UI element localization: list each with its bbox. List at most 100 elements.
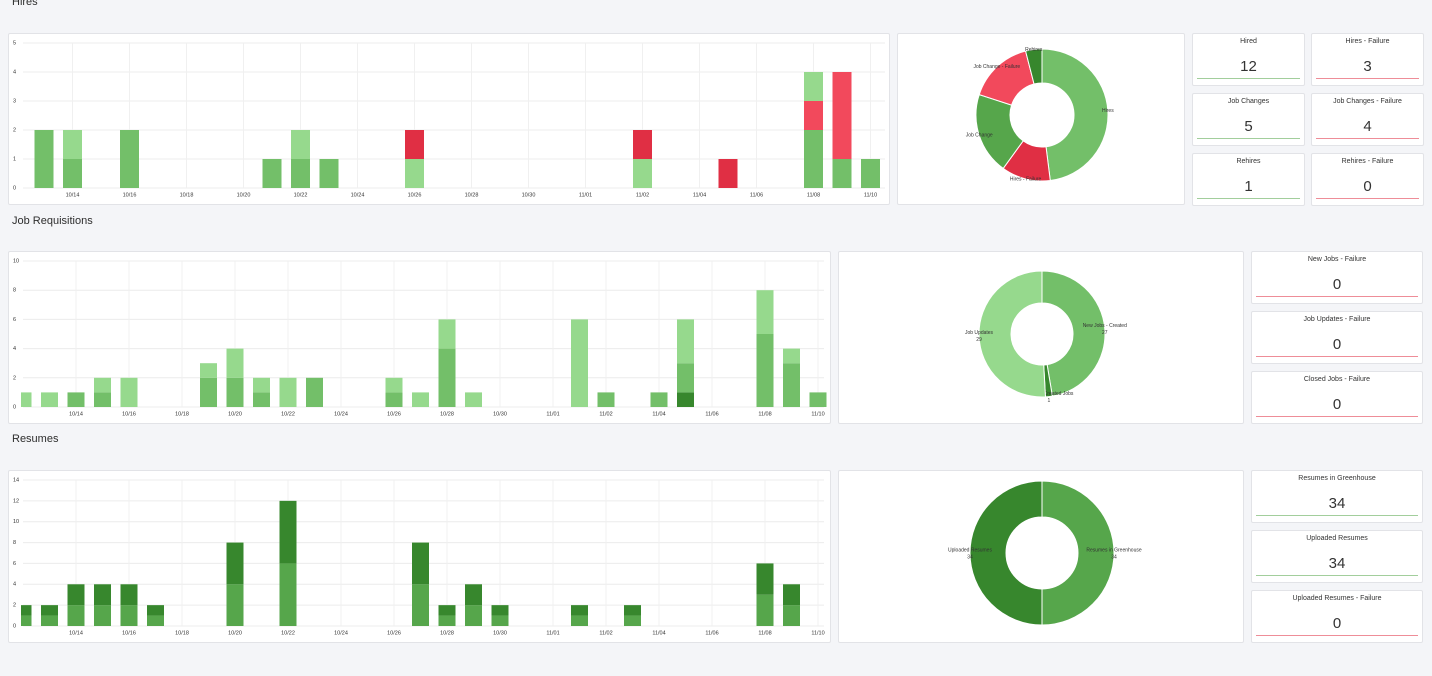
- bar-segment: [291, 130, 310, 159]
- bar-segment: [571, 615, 588, 626]
- bar-segment: [783, 348, 800, 364]
- y-tick-label: 0: [13, 623, 16, 629]
- x-tick-label: 10/26: [387, 630, 401, 636]
- bar-segment: [412, 542, 429, 585]
- bar-segment: [21, 392, 32, 407]
- bar-segment: [804, 72, 823, 101]
- bars: [34, 72, 880, 188]
- bar-segment: [633, 159, 652, 188]
- bar-segment: [804, 130, 823, 188]
- slice-value: 27: [1102, 330, 1108, 336]
- pie-slice: [1041, 270, 1106, 397]
- bar-segment: [783, 584, 800, 606]
- stat-panel: Rehires - Failure 0: [1311, 153, 1424, 206]
- y-tick-label: 4: [13, 346, 16, 352]
- slice-value: 34: [1111, 554, 1117, 560]
- pie-slice: [969, 480, 1043, 626]
- x-tick-label: 10/24: [351, 192, 365, 198]
- y-tick-label: 2: [13, 375, 16, 381]
- bar-segment: [624, 615, 641, 626]
- stat-value: 0: [1332, 396, 1342, 413]
- bar-segment: [756, 594, 774, 626]
- y-tick-label: 0: [13, 185, 16, 191]
- x-tick-label: 10/18: [175, 630, 189, 636]
- x-tick-label: 11/01: [546, 630, 559, 636]
- x-tick-label: 11/01: [579, 192, 592, 198]
- stat-panel: Job Changes 5: [1192, 93, 1305, 146]
- x-tick-label: 11/04: [652, 411, 665, 417]
- x-tick-label: 10/30: [493, 630, 507, 636]
- y-tick-label: 2: [13, 603, 16, 609]
- stat-sparkline: [1256, 296, 1418, 297]
- slice-value: 1: [1048, 398, 1051, 404]
- y-tick-label: 8: [13, 288, 16, 294]
- y-tick-label: 2: [13, 127, 16, 133]
- x-tick-label: 10/26: [387, 411, 401, 417]
- bar-segment: [21, 615, 32, 626]
- bar-segment: [306, 377, 323, 407]
- stat-sparkline: [1316, 198, 1419, 199]
- bar-segment: [94, 584, 111, 606]
- bar-segment: [279, 377, 297, 407]
- bar-segment: [41, 392, 58, 407]
- stat-panel: New Jobs - Failure 0: [1251, 251, 1423, 304]
- x-tick-label: 11/06: [750, 192, 763, 198]
- x-tick-label: 11/06: [705, 411, 718, 417]
- x-tick-label: 11/02: [599, 411, 612, 417]
- x-tick-label: 11/02: [599, 630, 612, 636]
- y-tick-label: 5: [13, 40, 16, 46]
- x-tick-label: 10/16: [122, 411, 136, 417]
- y-tick-label: 12: [13, 498, 19, 504]
- x-tick-label: 10/24: [334, 630, 348, 636]
- x-tick-label: 11/08: [758, 630, 771, 636]
- bar-segment: [385, 377, 403, 393]
- bar-segment: [809, 392, 827, 407]
- stat-panel: Job Updates - Failure 0: [1251, 311, 1423, 364]
- x-tick-label: 10/18: [180, 192, 194, 198]
- stat-title: Job Changes - Failure: [1333, 98, 1402, 105]
- bar-segment: [120, 605, 138, 626]
- pie-panel: New Jobs - Created 27 Partially Created Jo…: [838, 251, 1244, 424]
- x-tick-label: 10/24: [334, 411, 348, 417]
- bar-segment: [63, 130, 82, 159]
- pie-slice: [1041, 48, 1109, 182]
- x-tick-label: 11/10: [811, 411, 824, 417]
- bar-segment: [200, 363, 217, 378]
- stat-title: Job Changes: [1227, 98, 1270, 105]
- bar-segment: [63, 159, 82, 188]
- bar-segment: [262, 159, 282, 188]
- slice-value: 34: [967, 554, 973, 560]
- x-tick-label: 11/06: [705, 630, 718, 636]
- stat-panel: Rehires 1: [1192, 153, 1305, 206]
- bar-segment: [832, 159, 852, 188]
- y-tick-label: 1: [13, 156, 16, 162]
- section-title: Resumes: [12, 433, 59, 445]
- slice-label: Hires: [1102, 108, 1114, 114]
- bar-segment: [783, 605, 800, 626]
- bar-segment: [412, 392, 429, 407]
- stat-title: New Jobs - Failure: [1307, 256, 1367, 263]
- bar-segment: [861, 159, 880, 188]
- stat-title: Uploaded Resumes: [1306, 535, 1368, 542]
- bar-segment: [120, 377, 138, 407]
- x-tick-label: 11/08: [807, 192, 820, 198]
- stat-sparkline: [1256, 575, 1418, 576]
- bar-segment: [438, 605, 456, 616]
- stat-sparkline: [1316, 138, 1419, 139]
- bars: [21, 500, 800, 626]
- stat-panel: Hired 12: [1192, 33, 1305, 86]
- x-tick-label: 11/04: [652, 630, 665, 636]
- x-tick-label: 10/20: [237, 192, 251, 198]
- slice-label: Partially Created Jobs: [1024, 391, 1073, 397]
- y-tick-label: 4: [13, 69, 16, 75]
- x-tick-label: 10/14: [66, 192, 80, 198]
- bars: [21, 290, 827, 407]
- stat-value: 4: [1363, 118, 1372, 135]
- stat-title: Rehires: [1236, 158, 1261, 165]
- x-tick-label: 11/10: [864, 192, 877, 198]
- bar-segment: [756, 334, 774, 407]
- y-tick-label: 6: [13, 561, 16, 567]
